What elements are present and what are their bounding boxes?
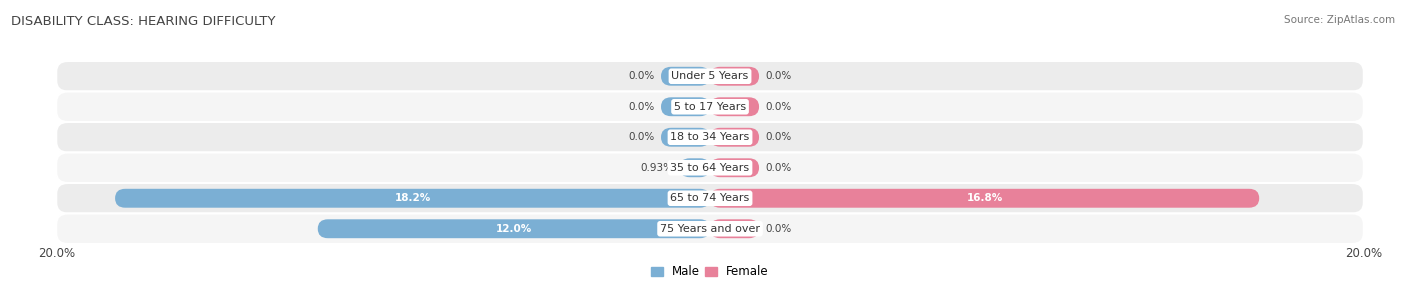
- FancyBboxPatch shape: [56, 61, 1364, 92]
- Text: 75 Years and over: 75 Years and over: [659, 224, 761, 234]
- FancyBboxPatch shape: [661, 67, 710, 86]
- FancyBboxPatch shape: [115, 189, 710, 208]
- Text: 0.0%: 0.0%: [628, 102, 654, 112]
- Text: 0.0%: 0.0%: [628, 71, 654, 81]
- Text: 0.0%: 0.0%: [766, 71, 792, 81]
- Text: 0.0%: 0.0%: [628, 132, 654, 142]
- FancyBboxPatch shape: [710, 219, 759, 238]
- Text: 12.0%: 12.0%: [496, 224, 531, 234]
- FancyBboxPatch shape: [56, 183, 1364, 214]
- FancyBboxPatch shape: [56, 214, 1364, 244]
- Text: 0.0%: 0.0%: [766, 163, 792, 173]
- Text: 5 to 17 Years: 5 to 17 Years: [673, 102, 747, 112]
- Text: Under 5 Years: Under 5 Years: [672, 71, 748, 81]
- Text: 0.0%: 0.0%: [766, 224, 792, 234]
- FancyBboxPatch shape: [679, 158, 710, 177]
- FancyBboxPatch shape: [56, 92, 1364, 122]
- FancyBboxPatch shape: [318, 219, 710, 238]
- Text: 18 to 34 Years: 18 to 34 Years: [671, 132, 749, 142]
- Legend: Male, Female: Male, Female: [651, 265, 769, 278]
- FancyBboxPatch shape: [710, 128, 759, 147]
- Text: 16.8%: 16.8%: [966, 193, 1002, 203]
- FancyBboxPatch shape: [710, 97, 759, 116]
- FancyBboxPatch shape: [56, 122, 1364, 152]
- Text: DISABILITY CLASS: HEARING DIFFICULTY: DISABILITY CLASS: HEARING DIFFICULTY: [11, 15, 276, 28]
- Text: Source: ZipAtlas.com: Source: ZipAtlas.com: [1284, 15, 1395, 25]
- Text: 65 to 74 Years: 65 to 74 Years: [671, 193, 749, 203]
- Text: 0.0%: 0.0%: [766, 102, 792, 112]
- FancyBboxPatch shape: [661, 128, 710, 147]
- FancyBboxPatch shape: [661, 97, 710, 116]
- FancyBboxPatch shape: [710, 158, 759, 177]
- FancyBboxPatch shape: [56, 152, 1364, 183]
- Text: 18.2%: 18.2%: [395, 193, 430, 203]
- FancyBboxPatch shape: [710, 189, 1260, 208]
- Text: 0.93%: 0.93%: [640, 163, 673, 173]
- FancyBboxPatch shape: [710, 67, 759, 86]
- Text: 35 to 64 Years: 35 to 64 Years: [671, 163, 749, 173]
- Text: 0.0%: 0.0%: [766, 132, 792, 142]
